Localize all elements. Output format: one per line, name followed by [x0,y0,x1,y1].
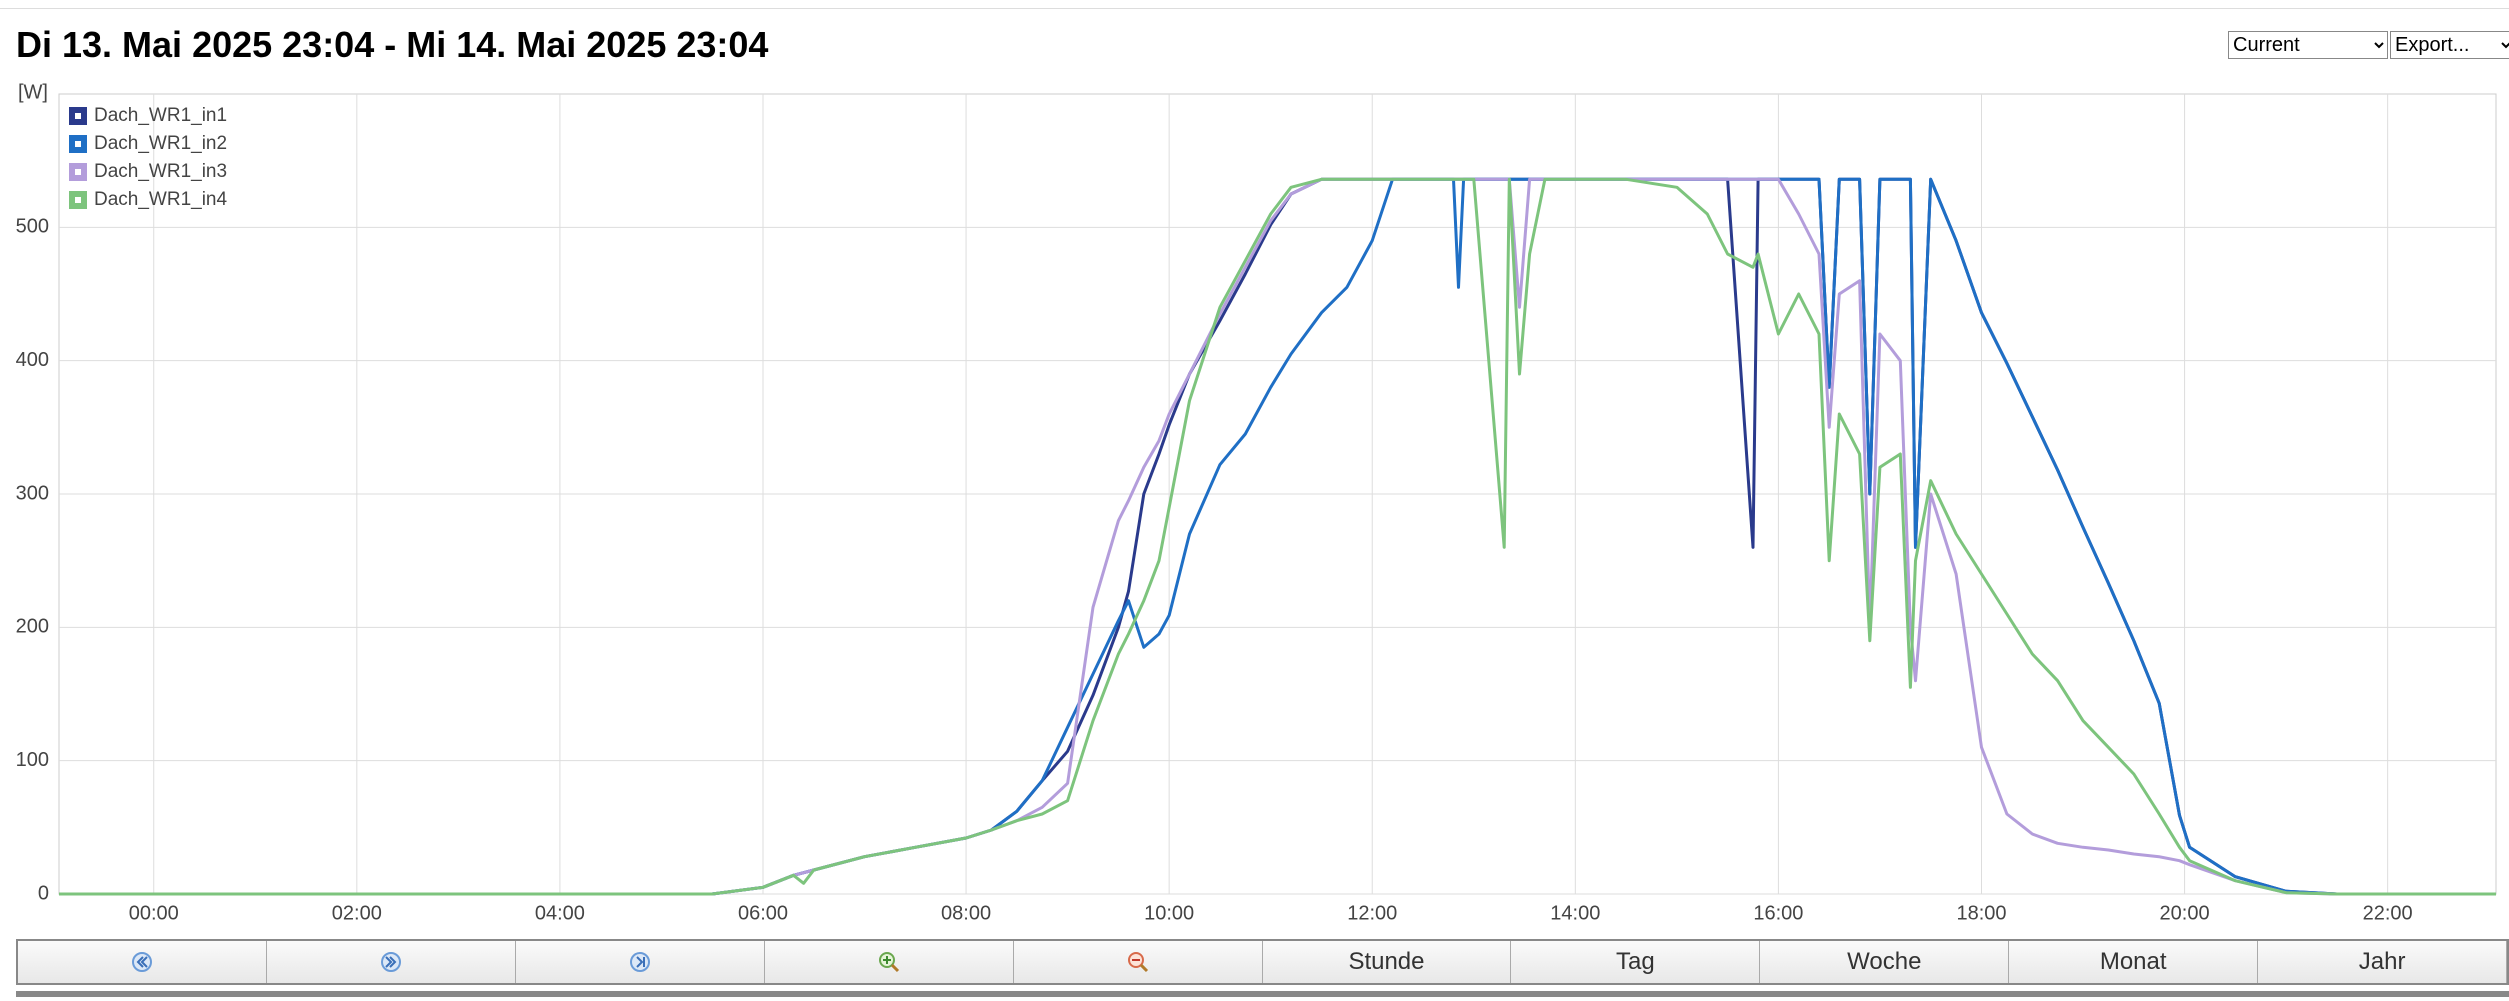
chart: [W] 00:00 02:00 04:00 06:00 08:00 10:00 12:00 1… [16,81,2497,924]
period-button[interactable]: Monat [2009,941,2259,983]
legend-label: Dach_WR1_in2 [94,133,227,154]
divider [0,8,2509,9]
period-button[interactable]: Jahr [2258,941,2508,983]
zoom-in-button[interactable] [765,941,1014,983]
period-button[interactable]: Woche [1760,941,2010,983]
x-tick-label: 12:00 [1347,902,1397,924]
y-tick-label: 100 [16,749,49,771]
next-button[interactable] [267,941,516,983]
x-tick-label: 04:00 [535,902,585,924]
legend-swatch-inner [75,141,81,147]
legend-label: Dach_WR1_in4 [94,189,227,210]
period-button[interactable]: Tag [1511,941,1761,983]
y-tick-label: 200 [16,616,49,638]
legend-label: Dach_WR1_in1 [94,105,227,126]
legend-swatch-inner [75,169,81,175]
x-tick-label: 18:00 [1956,902,2006,924]
x-tick-label: 02:00 [332,902,382,924]
x-tick-label: 20:00 [2160,902,2210,924]
export-select[interactable]: Export... [2390,31,2509,59]
scrollbar [16,991,2509,997]
y-tick-label: 500 [16,216,49,238]
y-axis-label: [W] [18,81,48,103]
x-tick-label: 14:00 [1550,902,1600,924]
series-line [59,177,2496,896]
button-bar: Stunde Tag Woche Monat Jahr [16,939,2509,985]
series-line [59,177,2496,896]
x-tick-label: 22:00 [2363,902,2413,924]
first-button[interactable] [18,941,267,983]
x-tick-label: 10:00 [1144,902,1194,924]
y-tick-label: 400 [16,349,49,371]
legend-swatch-inner [75,113,81,119]
x-tick-label: 16:00 [1753,902,1803,924]
x-tick-label: 08:00 [941,902,991,924]
range-select[interactable]: Current [2228,31,2388,59]
y-tick-label: 0 [38,882,49,904]
legend-label: Dach_WR1_in3 [94,161,227,182]
x-tick-label: 06:00 [738,902,788,924]
last-button[interactable] [516,941,765,983]
y-tick-label: 300 [16,482,49,504]
page-title: Di 13. Mai 2025 23:04 - Mi 14. Mai 2025 … [16,24,769,65]
zoom-out-button[interactable] [1014,941,1263,983]
legend-swatch-inner [75,197,81,203]
x-tick-label: 00:00 [129,902,179,924]
period-button[interactable]: Stunde [1263,941,1512,983]
series-line [59,177,2496,896]
